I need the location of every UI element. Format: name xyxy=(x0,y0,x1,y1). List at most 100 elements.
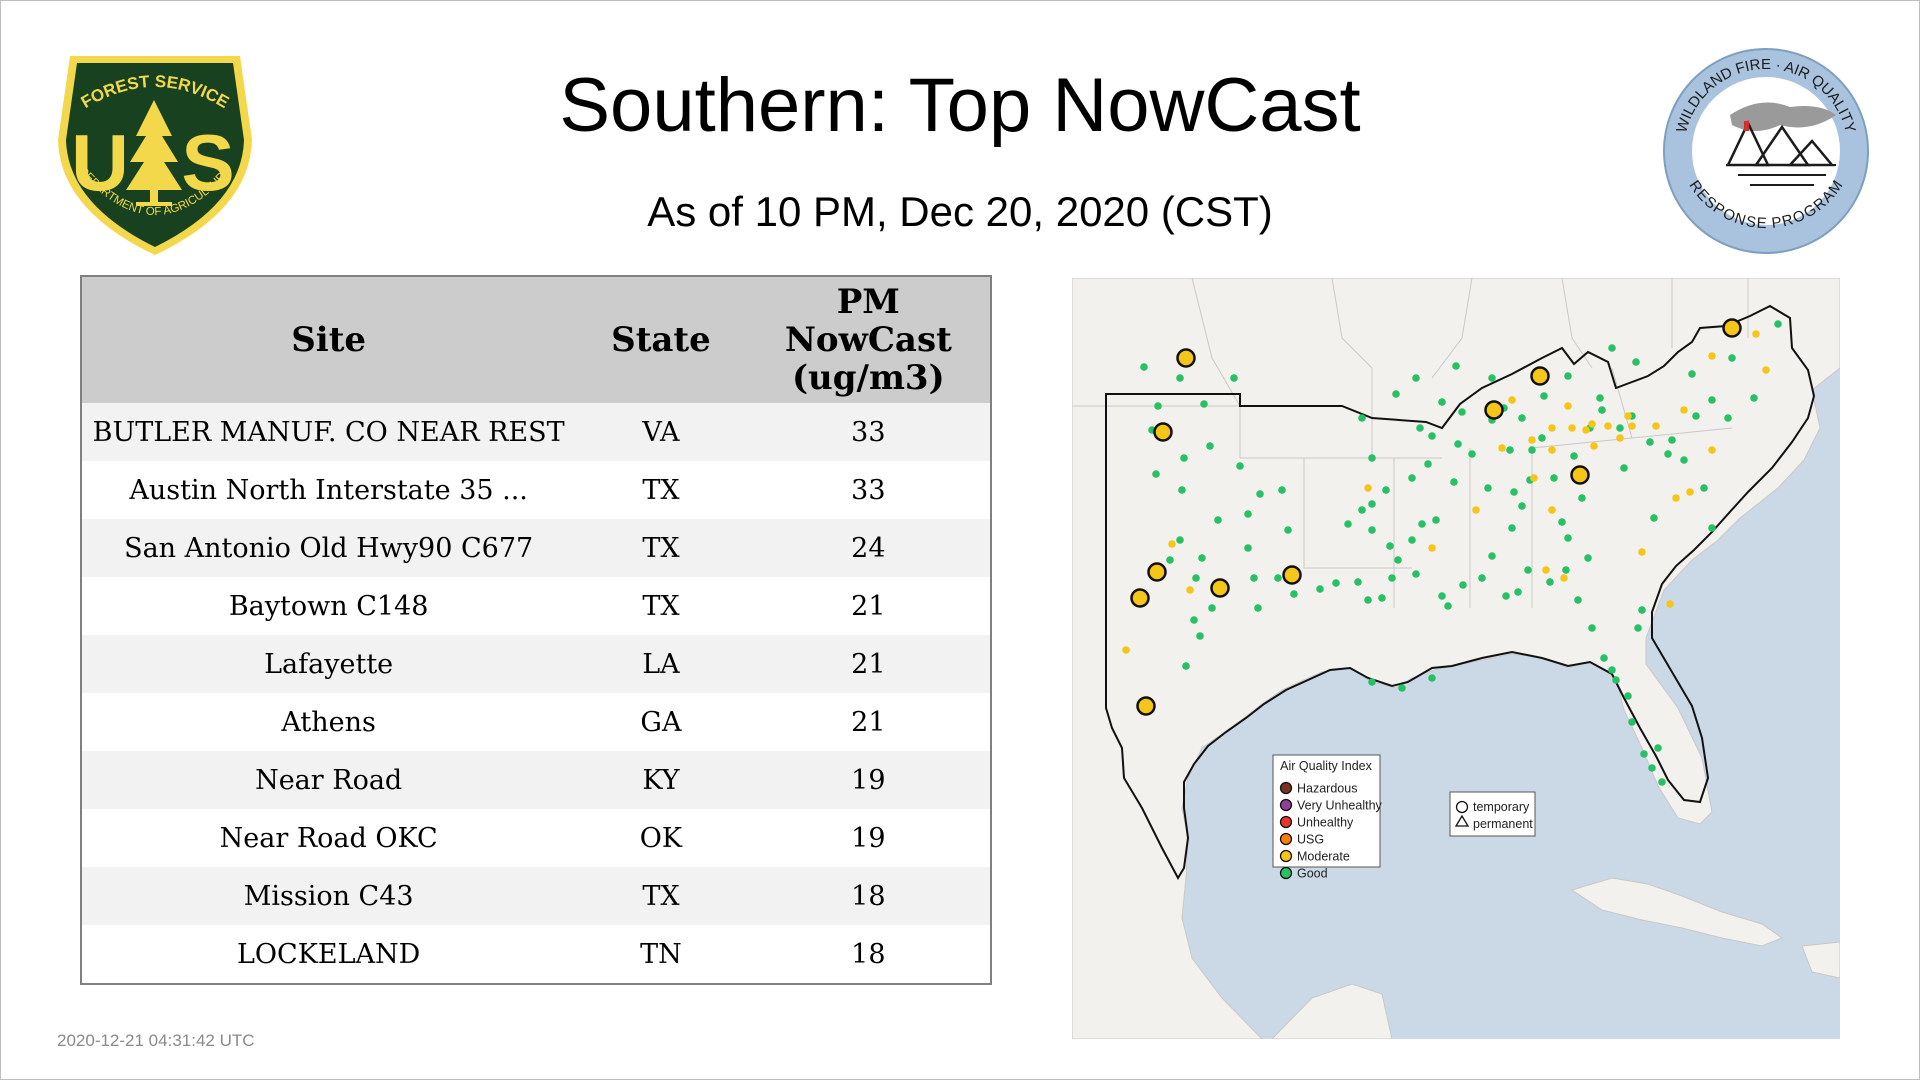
good-site-marker xyxy=(1444,602,1452,610)
good-site-marker xyxy=(1484,484,1492,492)
table-row: Lafayette LA 21 xyxy=(81,635,991,693)
good-site-marker xyxy=(1438,592,1446,600)
state-cell: GA xyxy=(575,693,747,751)
good-site-marker xyxy=(1378,594,1386,602)
temporary-site-marker xyxy=(1130,588,1150,608)
marker-shape-legend: temporary permanent xyxy=(1449,791,1536,837)
site-cell: Athens xyxy=(81,693,576,751)
temporary-site-marker xyxy=(1722,318,1742,338)
moderate-site-marker xyxy=(1498,444,1506,452)
good-site-marker xyxy=(1724,414,1732,422)
page-subtitle: As of 10 PM, Dec 20, 2020 (CST) xyxy=(647,188,1273,235)
good-site-marker xyxy=(1546,578,1554,586)
good-site-marker xyxy=(1196,632,1204,640)
table-row: BUTLER MANUF. CO NEAR REST VA 33 xyxy=(81,403,991,461)
good-site-marker xyxy=(1176,374,1184,382)
moderate-site-marker xyxy=(1686,488,1694,496)
good-site-marker xyxy=(1392,390,1400,398)
pm-cell: 24 xyxy=(746,519,991,577)
good-site-marker xyxy=(1646,438,1654,446)
moderate-site-marker xyxy=(1708,446,1716,454)
moderate-site-marker xyxy=(1548,506,1556,514)
good-site-marker xyxy=(1600,654,1608,662)
good-site-marker xyxy=(1428,674,1436,682)
moderate-site-marker xyxy=(1168,540,1176,548)
good-site-marker xyxy=(1612,676,1620,684)
map-land-cuba xyxy=(1570,877,1784,947)
good-site-marker xyxy=(1668,436,1676,444)
good-site-marker xyxy=(1608,666,1616,674)
aqi-legend: Air Quality Index Hazardous Very Unhealth… xyxy=(1272,754,1383,881)
good-site-marker xyxy=(1562,566,1570,574)
moderate-site-marker xyxy=(1628,422,1636,430)
good-site-marker xyxy=(1244,544,1252,552)
good-site-marker xyxy=(1428,432,1436,440)
good-site-markers xyxy=(1140,320,1782,786)
good-site-marker xyxy=(1558,518,1566,526)
good-site-marker xyxy=(1432,516,1440,524)
moderate-site-marker xyxy=(1508,396,1516,404)
page-title: Southern: Top NowCast xyxy=(559,63,1361,148)
moderate-site-marker xyxy=(1582,426,1590,434)
table-row: San Antonio Old Hwy90 C677 TX 24 xyxy=(81,519,991,577)
site-cell: Mission C43 xyxy=(81,867,576,925)
fire-icon xyxy=(1744,121,1749,131)
good-site-marker xyxy=(1214,516,1222,524)
good-site-marker xyxy=(1200,400,1208,408)
site-cell: Near Road OKC xyxy=(81,809,576,867)
good-site-marker xyxy=(1648,764,1656,772)
good-site-marker xyxy=(1178,486,1186,494)
good-site-marker xyxy=(1198,554,1206,562)
moderate-site-marker xyxy=(1624,412,1632,420)
legend-label: USG xyxy=(1297,833,1324,847)
good-site-marker xyxy=(1458,408,1466,416)
region-outline xyxy=(1105,304,1816,881)
pm-cell: 21 xyxy=(746,635,991,693)
column-header-site: Site xyxy=(81,276,576,403)
good-site-marker xyxy=(1578,494,1586,502)
temporary-site-marker xyxy=(1176,348,1196,368)
good-site-marker xyxy=(1459,581,1467,589)
table-row: Baytown C148 TX 21 xyxy=(81,577,991,635)
good-site-marker xyxy=(1388,574,1396,582)
moderate-site-marker xyxy=(1530,474,1538,482)
good-site-marker xyxy=(1664,450,1672,458)
good-site-marker xyxy=(1624,692,1632,700)
good-site-marker xyxy=(1368,526,1376,534)
good-site-marker xyxy=(1398,684,1406,692)
column-header-state: State xyxy=(575,276,747,403)
good-site-marker xyxy=(1514,588,1522,596)
good-site-marker xyxy=(1190,616,1198,624)
forest-service-logo: FOREST SERVICE U S DEPARTMENT OF AGRICUL… xyxy=(50,50,260,260)
shape-legend-label: permanent xyxy=(1473,817,1533,831)
state-cell: VA xyxy=(575,403,747,461)
state-cell: OK xyxy=(575,809,747,867)
good-site-marker xyxy=(1628,718,1636,726)
good-site-marker xyxy=(1750,394,1758,402)
state-cell: TX xyxy=(575,577,747,635)
moderate-site-marker xyxy=(1560,574,1568,582)
good-site-marker xyxy=(1176,536,1184,544)
pm-header-line: NowCast xyxy=(784,320,952,360)
good-site-marker xyxy=(1412,570,1420,578)
moderate-site-marker xyxy=(1364,484,1372,492)
good-site-marker xyxy=(1708,524,1716,532)
moderate-site-markers xyxy=(1122,330,1770,654)
good-site-marker xyxy=(1634,624,1642,632)
column-header-pm-nowcast: PM NowCast (ug/m3) xyxy=(746,276,991,403)
pm-cell: 19 xyxy=(746,809,991,867)
good-site-marker xyxy=(1408,474,1416,482)
good-site-marker xyxy=(1452,362,1460,370)
good-site-marker xyxy=(1564,372,1572,380)
moderate-site-marker xyxy=(1542,566,1550,574)
moderate-site-marker xyxy=(1752,330,1760,338)
good-site-marker xyxy=(1488,374,1496,382)
good-site-marker xyxy=(1638,606,1646,614)
aqi-map: Air Quality Index Hazardous Very Unhealth… xyxy=(1071,277,1841,1040)
moderate-site-marker xyxy=(1652,422,1660,430)
pm-cell: 21 xyxy=(746,693,991,751)
good-site-marker xyxy=(1688,370,1696,378)
state-cell: TX xyxy=(575,867,747,925)
legend-label: Very Unhealthy xyxy=(1297,799,1383,813)
good-site-marker xyxy=(1418,520,1426,528)
